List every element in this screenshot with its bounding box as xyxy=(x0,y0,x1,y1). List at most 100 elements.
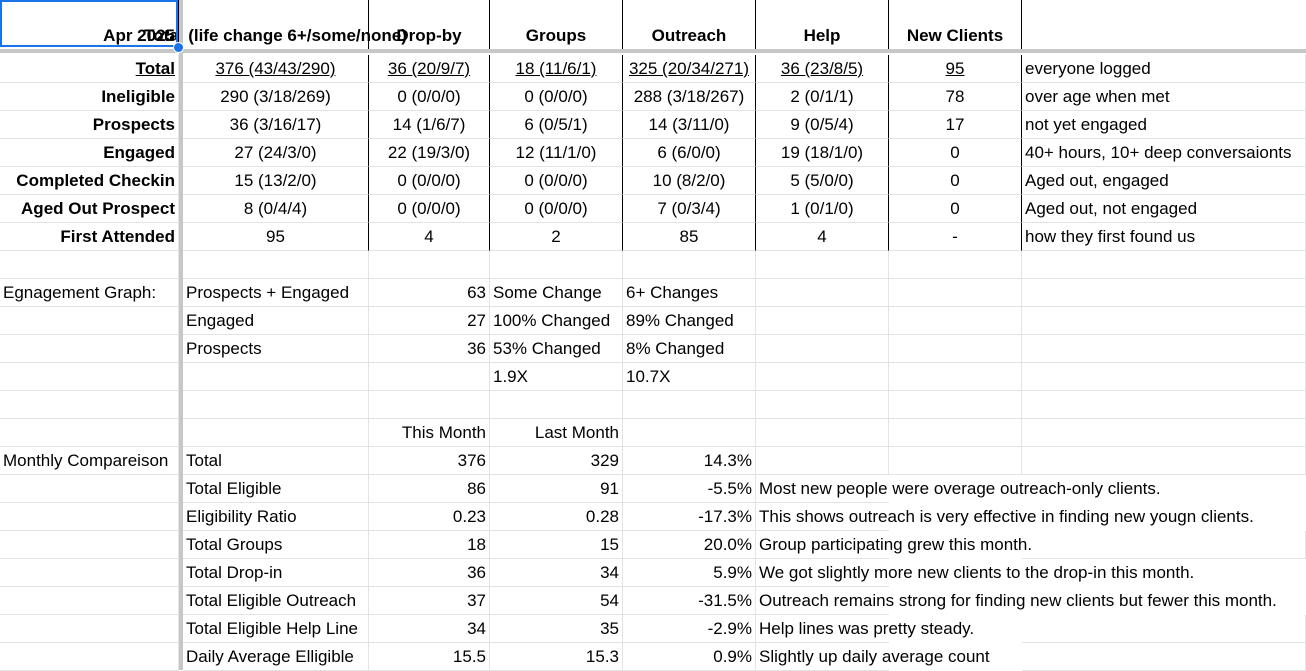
cell[interactable] xyxy=(0,251,179,279)
cell-new-clients[interactable]: 0 xyxy=(889,167,1022,195)
cell[interactable] xyxy=(0,419,179,447)
cell[interactable] xyxy=(369,391,490,419)
cell[interactable] xyxy=(0,307,179,335)
engagement-6plus-changes[interactable]: 89% Changed xyxy=(623,307,756,335)
cell-note[interactable]: over age when met xyxy=(1022,83,1306,111)
cell[interactable] xyxy=(1022,447,1306,475)
cell-outreach[interactable]: 325 (20/34/271) xyxy=(623,55,756,83)
engagement-ratio[interactable]: 10.7X xyxy=(623,363,756,391)
monthly-note[interactable]: Outreach remains strong for finding new … xyxy=(756,587,1277,615)
cell-drop-by[interactable]: 4 xyxy=(369,223,490,251)
row-label[interactable]: Aged Out Prospect xyxy=(0,195,179,223)
corner-cell[interactable]: Apr 2025 xyxy=(0,0,179,49)
cell[interactable] xyxy=(1022,419,1306,447)
cell-help[interactable]: 19 (18/1/0) xyxy=(756,139,889,167)
cell-groups[interactable]: 2 xyxy=(490,223,623,251)
cell[interactable] xyxy=(889,363,1022,391)
engagement-value[interactable]: 36 xyxy=(369,335,490,363)
cell-help[interactable]: 1 (0/1/0) xyxy=(756,195,889,223)
row-label[interactable]: First Attended xyxy=(0,223,179,251)
cell[interactable] xyxy=(1022,531,1306,559)
frozen-row-divider[interactable] xyxy=(0,49,1306,53)
monthly-name[interactable]: Total Groups xyxy=(183,531,369,559)
cell[interactable] xyxy=(756,419,889,447)
monthly-name[interactable]: Total xyxy=(183,447,369,475)
engagement-name[interactable]: Prospects xyxy=(183,335,369,363)
cell-total[interactable]: 15 (13/2/0) xyxy=(183,167,369,195)
cell[interactable] xyxy=(490,251,623,279)
cell-drop-by[interactable]: 0 (0/0/0) xyxy=(369,83,490,111)
cell-help[interactable]: 9 (0/5/4) xyxy=(756,111,889,139)
monthly-this[interactable]: 34 xyxy=(369,615,490,643)
cell-new-clients[interactable]: - xyxy=(889,223,1022,251)
cell[interactable] xyxy=(0,475,179,503)
monthly-last[interactable]: 91 xyxy=(490,475,623,503)
cell-new-clients[interactable]: 17 xyxy=(889,111,1022,139)
engagement-value[interactable]: 63 xyxy=(369,279,490,307)
row-label[interactable]: Completed Checkin xyxy=(0,167,179,195)
engagement-some-change[interactable]: Some Change xyxy=(490,279,623,307)
cell-total[interactable]: 27 (24/3/0) xyxy=(183,139,369,167)
row-label[interactable]: Prospects xyxy=(0,111,179,139)
monthly-note[interactable]: We got slightly more new clients to the … xyxy=(756,559,1194,587)
cell[interactable] xyxy=(756,251,889,279)
cell[interactable] xyxy=(1022,251,1306,279)
cell[interactable] xyxy=(1022,363,1306,391)
cell[interactable] xyxy=(1022,335,1306,363)
cell[interactable] xyxy=(1022,279,1306,307)
monthly-note[interactable]: Help lines was pretty steady. xyxy=(756,615,974,643)
cell[interactable] xyxy=(889,419,1022,447)
cell-groups[interactable]: 18 (11/6/1) xyxy=(490,55,623,83)
cell-total[interactable]: 95 xyxy=(183,223,369,251)
cell[interactable] xyxy=(756,307,889,335)
monthly-pct[interactable]: 20.0% xyxy=(623,531,756,559)
cell[interactable] xyxy=(369,251,490,279)
cell-note[interactable]: not yet engaged xyxy=(1022,111,1306,139)
monthly-name[interactable]: Total Eligible Outreach xyxy=(183,587,369,615)
cell[interactable] xyxy=(0,391,179,419)
monthly-pct[interactable]: -5.5% xyxy=(623,475,756,503)
cell-drop-by[interactable]: 22 (19/3/0) xyxy=(369,139,490,167)
cell[interactable] xyxy=(889,279,1022,307)
cell[interactable] xyxy=(623,391,756,419)
cell[interactable] xyxy=(756,391,889,419)
monthly-section-label[interactable]: Monthly Compareison xyxy=(0,447,179,475)
monthly-note[interactable]: Most new people were overage outreach-on… xyxy=(756,475,1161,503)
cell[interactable] xyxy=(0,559,179,587)
cell-drop-by[interactable]: 14 (1/6/7) xyxy=(369,111,490,139)
monthly-name[interactable]: Total Eligible Help Line xyxy=(183,615,369,643)
col-header-new-clients[interactable]: New Clients xyxy=(889,0,1022,49)
cell[interactable] xyxy=(756,363,889,391)
col-header-help[interactable]: Help xyxy=(756,0,889,49)
monthly-this[interactable]: 376 xyxy=(369,447,490,475)
row-label[interactable]: Ineligible xyxy=(0,83,179,111)
cell[interactable] xyxy=(1022,615,1306,643)
engagement-6plus-changes[interactable]: 6+ Changes xyxy=(623,279,756,307)
monthly-last[interactable]: 15.3 xyxy=(490,643,623,671)
cell-outreach[interactable]: 10 (8/2/0) xyxy=(623,167,756,195)
monthly-this[interactable]: 0.23 xyxy=(369,503,490,531)
frozen-column-divider[interactable] xyxy=(179,0,183,670)
engagement-name[interactable]: Prospects + Engaged xyxy=(183,279,369,307)
cell[interactable] xyxy=(0,503,179,531)
cell-new-clients[interactable]: 0 xyxy=(889,139,1022,167)
cell[interactable] xyxy=(0,587,179,615)
monthly-note[interactable]: Group participating grew this month. xyxy=(756,531,1032,559)
monthly-name[interactable]: Total Eligible xyxy=(183,475,369,503)
cell-drop-by[interactable]: 0 (0/0/0) xyxy=(369,195,490,223)
cell-outreach[interactable]: 14 (3/11/0) xyxy=(623,111,756,139)
col-header-groups[interactable]: Groups xyxy=(490,0,623,49)
cell[interactable] xyxy=(623,419,756,447)
cell-outreach[interactable]: 7 (0/3/4) xyxy=(623,195,756,223)
cell[interactable] xyxy=(0,335,179,363)
cell[interactable] xyxy=(1022,307,1306,335)
cell-note[interactable]: how they first found us xyxy=(1022,223,1306,251)
cell-drop-by[interactable]: 36 (20/9/7) xyxy=(369,55,490,83)
cell[interactable] xyxy=(0,531,179,559)
monthly-col-last-month[interactable]: Last Month xyxy=(490,419,623,447)
cell-total[interactable]: 36 (3/16/17) xyxy=(183,111,369,139)
cell[interactable] xyxy=(756,279,889,307)
monthly-last[interactable]: 54 xyxy=(490,587,623,615)
cell[interactable] xyxy=(623,251,756,279)
